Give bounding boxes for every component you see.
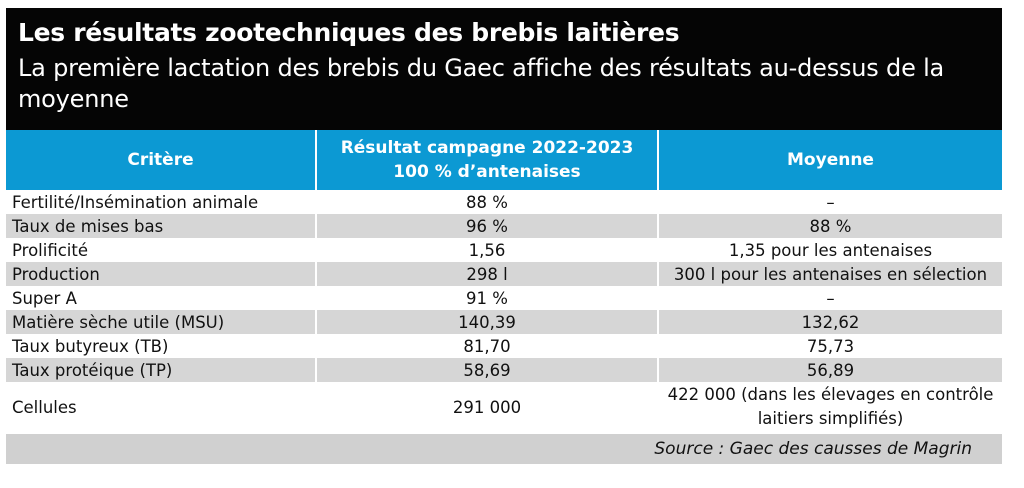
page-subtitle: La première lactation des brebis du Gaec…	[18, 54, 945, 113]
column-header-critere: Critère	[6, 130, 317, 190]
row-result: 298 l	[316, 262, 659, 286]
row-result: 140,39	[316, 310, 659, 334]
row-result: 291 000	[316, 382, 659, 432]
row-criterion: Taux protéique (TP)	[6, 358, 317, 382]
table-row: Taux de mises bas 96 % 88 %	[6, 214, 1002, 238]
source-note: Source : Gaec des causses de Magrin	[6, 434, 1002, 464]
row-criterion: Super A	[6, 286, 317, 310]
column-header-moyenne: Moyenne	[658, 130, 1002, 190]
row-average: 75,73	[658, 334, 1002, 358]
row-result: 81,70	[316, 334, 659, 358]
table-row: Super A 91 % –	[6, 286, 1002, 310]
row-result: 91 %	[316, 286, 659, 310]
row-average: 88 %	[658, 214, 1002, 238]
row-criterion: Fertilité/Insémination animale	[6, 190, 317, 214]
results-table: Critère Résultat campagne 2022-2023 100 …	[6, 130, 1002, 432]
infographic-card: Les résultats zootechniques des brebis l…	[6, 8, 1002, 470]
table-row: Production 298 l 300 l pour les antenais…	[6, 262, 1002, 286]
table-row: Matière sèche utile (MSU) 140,39 132,62	[6, 310, 1002, 334]
table-row: Fertilité/Insémination animale 88 % –	[6, 190, 1002, 214]
table-row: Prolificité 1,56 1,35 pour les antenaise…	[6, 238, 1002, 262]
title-block: Les résultats zootechniques des brebis l…	[6, 8, 1002, 130]
row-average: 1,35 pour les antenaises	[658, 238, 1002, 262]
row-criterion: Matière sèche utile (MSU)	[6, 310, 317, 334]
page-title: Les résultats zootechniques des brebis l…	[18, 18, 680, 47]
row-criterion: Prolificité	[6, 238, 317, 262]
column-header-resultat: Résultat campagne 2022-2023 100 % d’ante…	[316, 130, 659, 190]
row-result: 96 %	[316, 214, 659, 238]
row-criterion: Cellules	[6, 382, 317, 432]
row-average: 422 000 (dans les élevages en contrôle l…	[658, 382, 1002, 432]
row-average: –	[658, 190, 1002, 214]
row-result: 88 %	[316, 190, 659, 214]
row-criterion: Taux butyreux (TB)	[6, 334, 317, 358]
row-result: 1,56	[316, 238, 659, 262]
table-row: Cellules 291 000 422 000 (dans les éleva…	[6, 382, 1002, 432]
table-row: Taux butyreux (TB) 81,70 75,73	[6, 334, 1002, 358]
row-average: 132,62	[658, 310, 1002, 334]
row-average: 56,89	[658, 358, 1002, 382]
table-header: Critère Résultat campagne 2022-2023 100 …	[6, 130, 1002, 190]
table-row: Taux protéique (TP) 58,69 56,89	[6, 358, 1002, 382]
row-average: 300 l pour les antenaises en sélection	[658, 262, 1002, 286]
row-criterion: Taux de mises bas	[6, 214, 317, 238]
row-criterion: Production	[6, 262, 317, 286]
row-average: –	[658, 286, 1002, 310]
table-body: Fertilité/Insémination animale 88 % – Ta…	[6, 190, 1002, 432]
row-result: 58,69	[316, 358, 659, 382]
